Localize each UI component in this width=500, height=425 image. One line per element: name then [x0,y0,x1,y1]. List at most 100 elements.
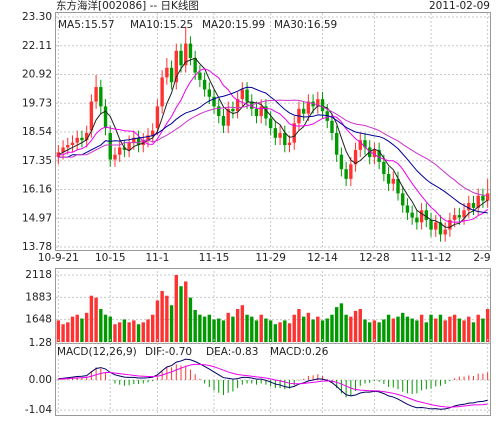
volume-bar [193,309,197,342]
volume-bar [202,316,207,342]
volume-bar [339,303,344,342]
volume-bar [386,314,391,342]
candle-body [292,123,296,143]
candle-body [438,222,443,235]
candle-body [471,203,476,208]
volume-bar [391,318,395,342]
volume-bar [443,320,447,342]
candle-body [221,116,226,126]
candle-body [330,120,334,133]
volume-bar [415,320,419,342]
y-tick-label: 18.54 [22,126,52,138]
candle-body [132,137,136,143]
candle-body [372,149,377,158]
y-tick-label: 22.11 [22,40,52,52]
volume-bar [330,314,334,342]
candle-body [56,152,61,158]
x-tick-label: 11-29 [255,252,286,264]
volume-bar [410,318,414,342]
volume-bar [349,316,353,342]
y-tick-label: 1.28 [29,337,52,349]
candle-body [283,132,287,146]
volume-bar [169,305,174,342]
candle-body [259,106,263,117]
macd-title: MACD(12,26,9) [57,346,137,358]
x-tick-label: 11-1 [146,252,170,264]
volume-bar [160,290,164,342]
candle-body [306,101,311,114]
x-tick-label: 10-15 [95,252,126,264]
legend-entry: DIF:-0.70 [145,346,192,358]
candle-body [231,108,235,112]
candle-body [89,101,94,131]
volume-bar [358,309,362,342]
x-tick-label: 11-1-12 [411,252,452,264]
candle-body [410,212,414,218]
volume-bar [438,314,443,342]
candle-body [320,99,325,112]
candle-body [452,215,457,220]
volume-bar [155,300,160,342]
macd-line [58,358,488,410]
volume-bar [66,322,70,342]
candle-body [424,210,429,220]
candle-body [405,205,410,213]
volume-bar [368,322,372,342]
candle-body [462,210,466,218]
candle-body [103,106,108,129]
candle-body [481,195,485,201]
candle-body [94,87,98,102]
volume-bar [132,320,136,342]
candle-body [245,89,249,102]
candle-body [353,149,358,165]
y-tick-label: 0.00 [29,374,52,386]
candle-body [264,106,268,119]
volume-bar [217,318,221,342]
volume-bar [396,316,400,342]
legend-entry: MA20:15.99 [202,19,265,31]
volume-bar [363,319,367,342]
volume-bar [94,297,98,342]
volume-bar [80,318,84,342]
volume-bar [212,319,216,342]
volume-bar [221,320,226,342]
legend-entry: MA5:15.57 [58,19,115,31]
y-tick-label: -1.04 [25,404,52,416]
candle-body [169,67,174,83]
volume-bar [462,320,466,342]
y-tick-label: 16.16 [22,184,52,196]
legend-entry: MACD:0.26 [270,346,329,358]
candle-body [334,132,339,155]
candle-body [202,79,207,90]
candle-body [160,77,164,107]
volume-bar [136,324,141,342]
volume-bar [198,314,202,342]
candle-body [344,169,348,179]
y-tick-label: 13.78 [22,241,52,253]
volume-bar [273,324,278,342]
volume-bar [481,318,485,342]
candle-body [419,210,424,223]
ma-line [58,99,488,197]
volume-bar [264,318,268,342]
candle-body [66,145,70,148]
candle-body [198,72,202,80]
volume-bar [268,320,273,342]
volume-bar [235,309,240,342]
volume-bar [127,322,131,342]
candle-body [122,147,127,150]
volume-bar [401,312,405,342]
y-tick-label: 20.92 [22,69,52,81]
candle-body [151,130,155,136]
candle-body [429,219,433,230]
volume-bar [320,320,325,342]
volume-bar [84,312,89,342]
chart-title: 东方海洋[002086] -- 日K线图 [56,0,199,12]
volume-bar [89,295,94,342]
volume-bar [382,319,386,342]
y-tick-label: 1648 [25,314,52,326]
volume-bar [325,318,329,342]
volume-bar [108,316,112,342]
volume-bar [287,323,292,342]
